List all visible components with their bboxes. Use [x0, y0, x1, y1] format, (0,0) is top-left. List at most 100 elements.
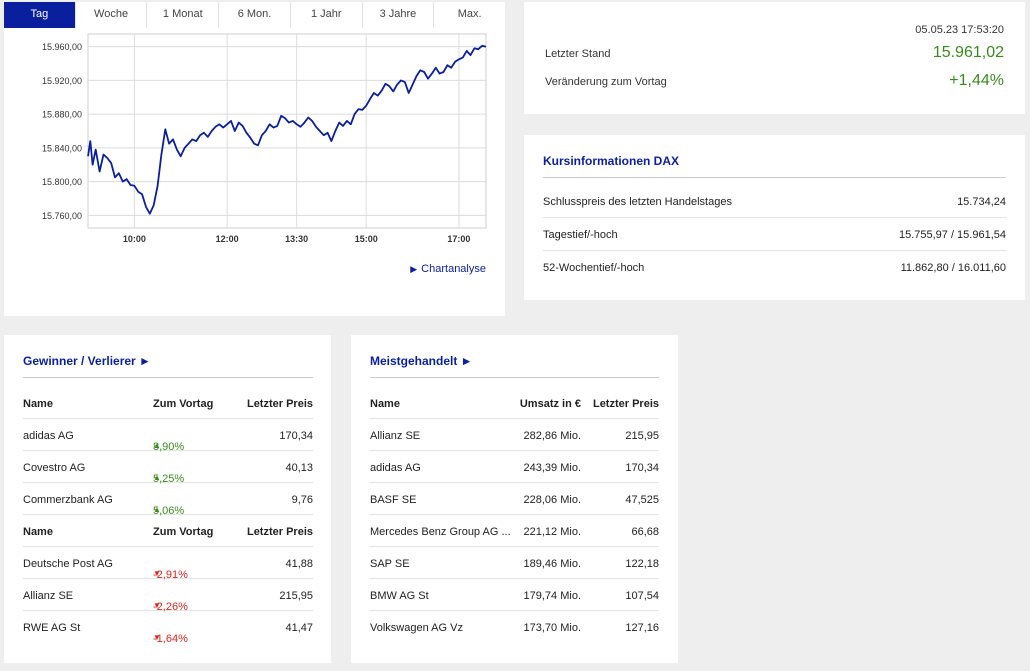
series-line	[87, 44, 487, 215]
arrow-up-icon: ▲	[153, 441, 161, 450]
info-value: 11.862,80 / 16.011,60	[900, 262, 1006, 274]
tab-week[interactable]: Woche	[75, 2, 148, 28]
info-title: Kursinformationen DAX	[543, 154, 680, 168]
price-value: 41,88	[285, 558, 313, 570]
col-change: Zum Vortag	[153, 398, 214, 410]
stock-name[interactable]: SAP SE	[370, 558, 410, 570]
table-header: Name Zum Vortag Letzter Preis	[23, 387, 313, 419]
change-value: 5,06%	[153, 505, 185, 517]
stock-name[interactable]: Commerzbank AG	[23, 494, 113, 506]
price-value: 215,95	[279, 590, 313, 602]
title-divider	[543, 177, 1006, 178]
y-tick-label: 15.840,00	[42, 143, 82, 153]
x-tick-label: 10:00	[123, 234, 146, 244]
volume-value: 228,06 Mio.	[523, 494, 581, 506]
table-row[interactable]: Volkswagen AG Vz 173,70 Mio. 127,16	[370, 611, 659, 643]
gainers-losers-title[interactable]: Gewinner / Verlierer ►	[23, 354, 151, 368]
info-row: Tagestief/-hoch 15.755,97 / 15.961,54	[543, 219, 1006, 251]
change-value: +1,44%	[949, 72, 1004, 89]
price-value: 66,68	[631, 526, 659, 538]
y-tick-label: 15.800,00	[42, 177, 82, 187]
gainers-losers-table: Name Zum Vortag Letzter Preis adidas AG …	[23, 387, 313, 645]
change-value: -1,64%	[153, 633, 188, 645]
price-value: 41,47	[285, 622, 313, 634]
price-value: 9,76	[291, 494, 313, 506]
change-value: 8,90%	[153, 441, 185, 453]
table-row[interactable]: Deutsche Post AG ▼ -2,91% 41,88	[23, 547, 313, 581]
last-price-value: 15.961,02	[932, 44, 1004, 61]
price-value: 122,18	[625, 558, 659, 570]
col-name: Name	[370, 398, 400, 410]
table-row[interactable]: adidas AG ▲ 8,90% 170,34	[23, 419, 313, 453]
tab-max[interactable]: Max.	[434, 2, 506, 28]
table-row[interactable]: BASF SE 228,06 Mio. 47,525	[370, 483, 659, 515]
tab-1-month[interactable]: 1 Monat	[147, 2, 220, 28]
y-tick-label: 15.920,00	[42, 76, 82, 86]
table-header: Name Zum Vortag Letzter Preis	[23, 515, 313, 547]
most-traded-table: Name Umsatz in € Letzter Preis Allianz S…	[370, 387, 659, 643]
arrow-down-icon: ▼	[153, 633, 161, 642]
tab-3-years[interactable]: 3 Jahre	[362, 2, 435, 28]
price-value: 107,54	[625, 590, 659, 602]
stock-name[interactable]: Covestro AG	[23, 462, 86, 474]
price-value: 170,34	[279, 430, 313, 442]
change-value: -2,26%	[153, 601, 188, 613]
stock-name[interactable]: BMW AG St	[370, 590, 429, 602]
info-label: Schlusspreis des letzten Handelstages	[543, 196, 732, 208]
price-value: 170,34	[625, 462, 659, 474]
volume-value: 173,70 Mio.	[523, 622, 581, 634]
stock-name[interactable]: Deutsche Post AG	[23, 558, 113, 570]
chart-analysis-link[interactable]: ▶ Chartanalyse	[410, 263, 486, 275]
tab-1-year[interactable]: 1 Jahr	[290, 2, 363, 28]
info-row: 52-Wochentief/-hoch 11.862,80 / 16.011,6…	[543, 252, 1006, 284]
price-value: 127,16	[625, 622, 659, 634]
arrow-up-icon: ▲	[153, 473, 161, 482]
table-row[interactable]: Mercedes Benz Group AG ... 221,12 Mio. 6…	[370, 515, 659, 547]
stock-name[interactable]: Mercedes Benz Group AG ...	[370, 526, 511, 538]
change-value: -2,91%	[153, 569, 188, 581]
volume-value: 179,74 Mio.	[523, 590, 581, 602]
timeframe-tabs: Tag Woche 1 Monat 6 Mon. 1 Jahr 3 Jahre …	[4, 2, 506, 28]
price-value: 215,95	[625, 430, 659, 442]
col-price: Letzter Preis	[246, 526, 313, 538]
table-row[interactable]: BMW AG St 179,74 Mio. 107,54	[370, 579, 659, 611]
table-header: Name Umsatz in € Letzter Preis	[370, 387, 659, 419]
price-value: 40,13	[285, 462, 313, 474]
info-value: 15.755,97 / 15.961,54	[898, 229, 1006, 241]
table-row[interactable]: RWE AG St ▼ -1,64% 41,47	[23, 611, 313, 645]
stock-name[interactable]: Allianz SE	[23, 590, 74, 602]
x-tick-label: 13:30	[285, 234, 308, 244]
arrow-up-icon: ▲	[153, 505, 161, 514]
volume-value: 189,46 Mio.	[523, 558, 581, 570]
most-traded-title[interactable]: Meistgehandelt ►	[370, 354, 473, 368]
play-icon: ▶	[410, 264, 418, 274]
gainers-losers-panel: Gewinner / Verlierer ► Name Zum Vortag L…	[4, 335, 331, 663]
info-label: Tagestief/-hoch	[543, 229, 618, 241]
col-volume: Umsatz in €	[519, 398, 581, 410]
info-panel: Kursinformationen DAX Schlusspreis des l…	[524, 135, 1025, 300]
table-row[interactable]: SAP SE 189,46 Mio. 122,18	[370, 547, 659, 579]
table-row[interactable]: Allianz SE ▼ -2,26% 215,95	[23, 579, 313, 613]
info-label: 52-Wochentief/-hoch	[543, 262, 645, 274]
most-traded-panel: Meistgehandelt ► Name Umsatz in € Letzte…	[351, 335, 678, 663]
last-price-label: Letzter Stand	[545, 48, 611, 60]
stock-name[interactable]: Volkswagen AG Vz	[370, 622, 463, 634]
table-row[interactable]: Commerzbank AG ▲ 5,06% 9,76	[23, 483, 313, 517]
stock-name[interactable]: RWE AG St	[23, 622, 81, 634]
chart-panel: Tag Woche 1 Monat 6 Mon. 1 Jahr 3 Jahre …	[4, 2, 506, 316]
y-tick-label: 15.880,00	[42, 110, 82, 120]
stock-name[interactable]: adidas AG	[370, 462, 421, 474]
info-value: 15.734,24	[957, 196, 1006, 208]
x-tick-label: 15:00	[355, 234, 378, 244]
stock-name[interactable]: BASF SE	[370, 494, 417, 506]
tab-day[interactable]: Tag	[4, 2, 76, 28]
x-tick-label: 12:00	[216, 234, 239, 244]
table-row[interactable]: adidas AG 243,39 Mio. 170,34	[370, 451, 659, 483]
table-row[interactable]: Covestro AG ▲ 5,25% 40,13	[23, 451, 313, 485]
table-row[interactable]: Allianz SE 282,86 Mio. 215,95	[370, 419, 659, 451]
stock-name[interactable]: adidas AG	[23, 430, 74, 442]
tab-6-months[interactable]: 6 Mon.	[219, 2, 291, 28]
intraday-chart: 15.760,00 15.800,00 15.840,00 15.880,00 15.9…	[42, 33, 487, 244]
quote-panel: 05.05.23 17:53:20 Letzter Stand 15.961,0…	[524, 2, 1025, 114]
stock-name[interactable]: Allianz SE	[370, 430, 421, 442]
